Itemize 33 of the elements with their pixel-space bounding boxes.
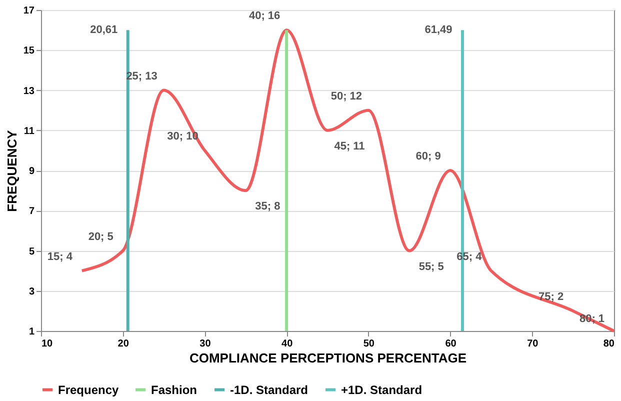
data-label: 40; 16 bbox=[248, 10, 280, 22]
x-tick-label: 70 bbox=[527, 338, 539, 350]
legend-label: Frequency bbox=[58, 382, 120, 397]
x-tick-label: 60 bbox=[445, 338, 457, 350]
y-tick-label: 1 bbox=[28, 326, 35, 338]
x-tick-label: 20 bbox=[118, 338, 130, 350]
y-tick-label: 5 bbox=[28, 246, 35, 258]
data-label: 50; 12 bbox=[330, 90, 362, 102]
data-label: 55; 5 bbox=[418, 260, 444, 273]
x-tick-label: 30 bbox=[200, 338, 212, 350]
legend-label: +1D. Standard bbox=[341, 382, 422, 397]
x-tick-label: 10 bbox=[42, 338, 54, 350]
y-axis-title: FREQUENCY bbox=[4, 130, 20, 212]
annotation: 20,61 bbox=[90, 24, 118, 36]
y-tick-label: 9 bbox=[28, 166, 35, 177]
data-label: 60; 9 bbox=[416, 150, 441, 162]
y-tick-label: 15 bbox=[23, 46, 35, 57]
x-tick-label: 40 bbox=[282, 338, 294, 350]
y-tick-label: 13 bbox=[23, 86, 35, 97]
y-tick-label: 17 bbox=[23, 6, 35, 16]
y-tick-label: 11 bbox=[24, 126, 35, 137]
x-axis-title: COMPLIANCE PERCEPTIONS PERCENTAGE bbox=[189, 350, 467, 366]
annotation: 61,49 bbox=[424, 24, 452, 36]
legend-label: Fashion bbox=[151, 382, 198, 397]
data-label: 15; 4 bbox=[47, 250, 74, 263]
x-tick-label: 50 bbox=[363, 338, 375, 350]
y-tick-label: 3 bbox=[28, 286, 35, 298]
data-label: 35; 8 bbox=[255, 200, 280, 213]
data-label: 20; 5 bbox=[88, 230, 114, 243]
y-tick-label: 7 bbox=[28, 206, 35, 218]
x-tick-label: 80 bbox=[603, 338, 615, 350]
data-label: 45; 11 bbox=[334, 140, 365, 152]
legend-label: -1D. Standard bbox=[230, 382, 308, 397]
